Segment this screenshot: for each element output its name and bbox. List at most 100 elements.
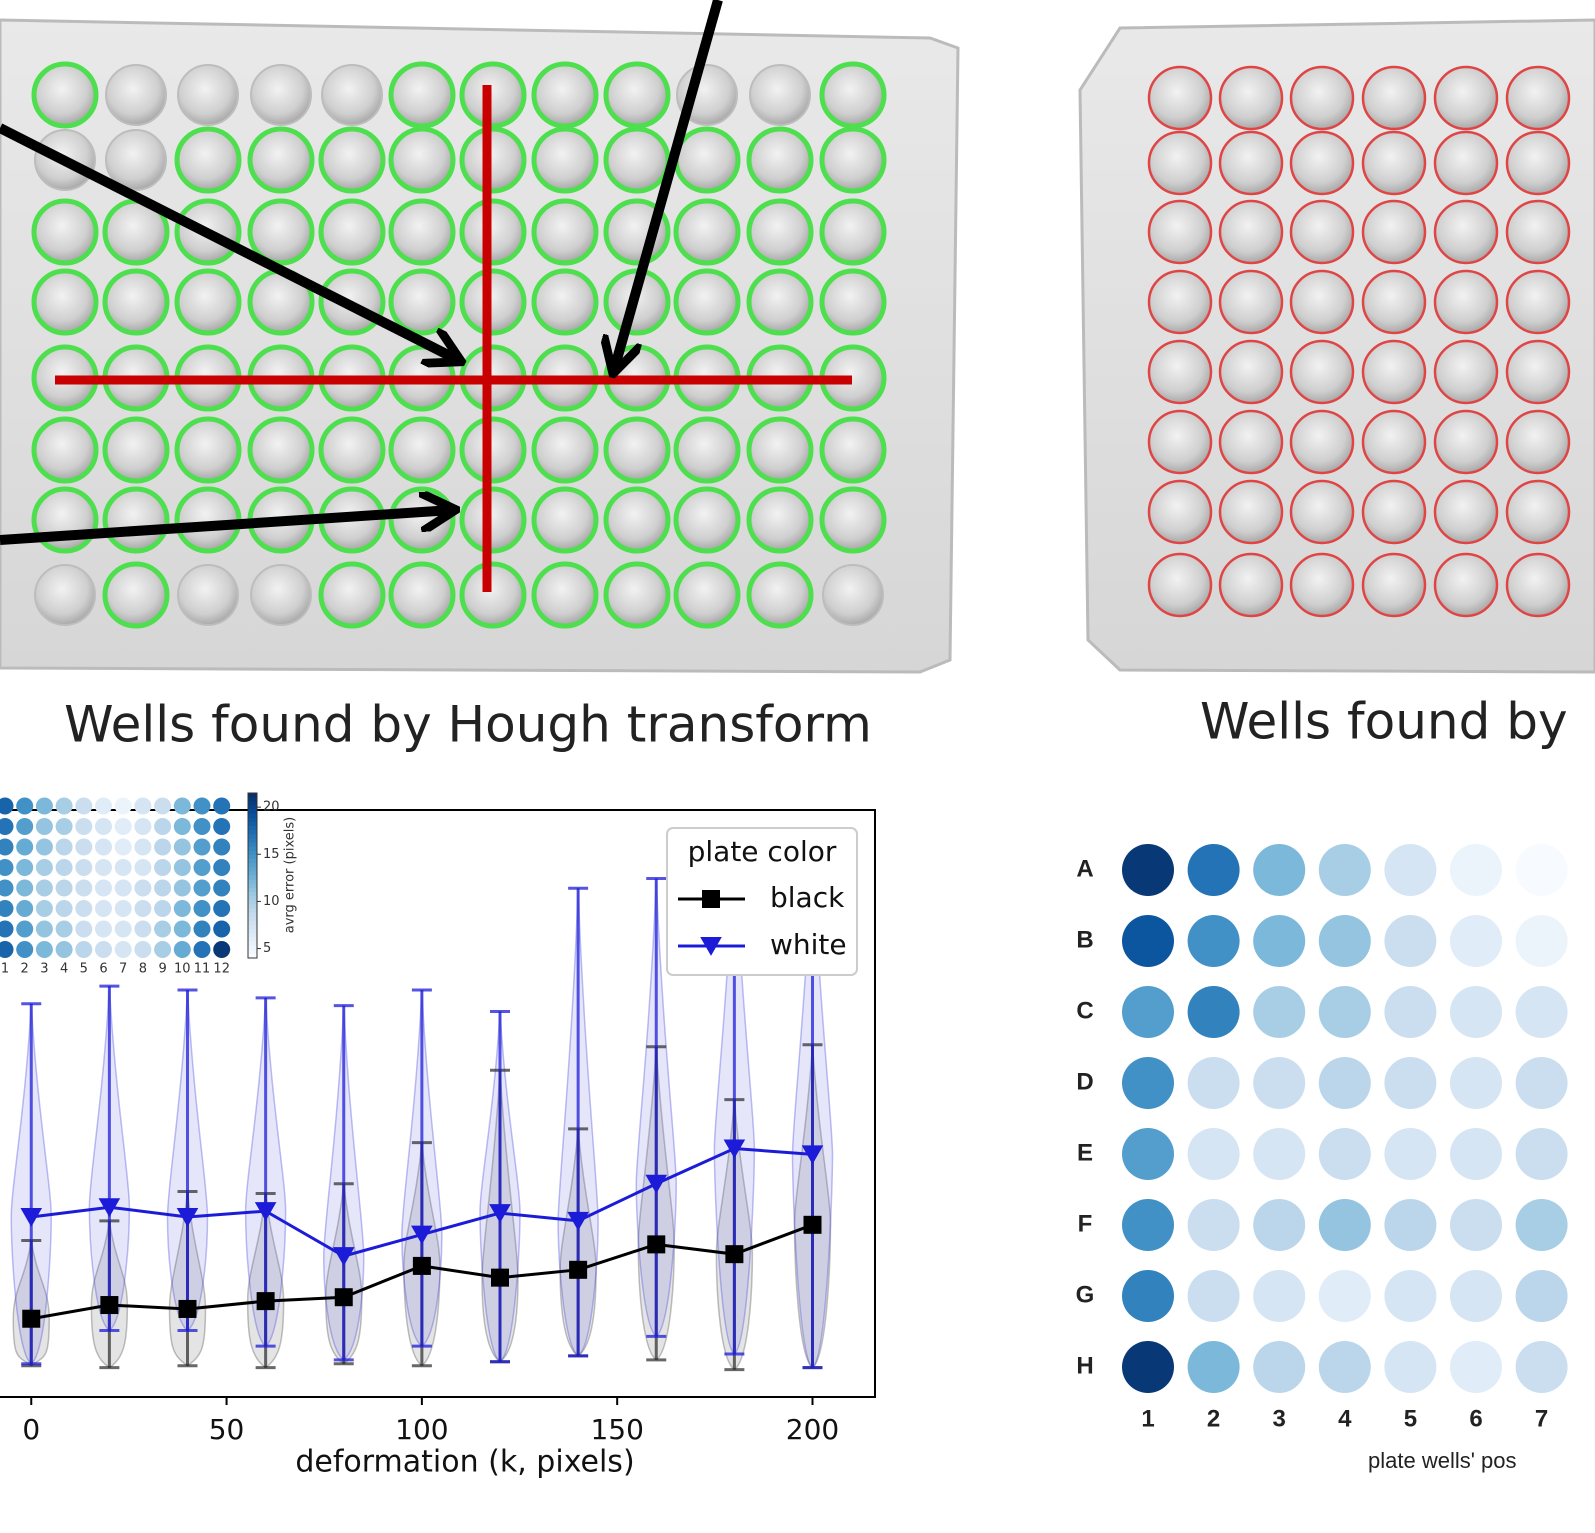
marker <box>801 1145 824 1165</box>
colorbar-segment <box>248 887 257 893</box>
detected-well <box>819 198 887 266</box>
heat-cell <box>1122 915 1174 967</box>
heat-cell <box>114 818 132 835</box>
colorbar-segment <box>248 933 257 938</box>
detected-well <box>459 61 527 129</box>
heat-cell <box>213 818 231 835</box>
detected-well <box>531 416 599 484</box>
detected-well <box>1289 552 1355 618</box>
detected-well <box>1289 199 1355 265</box>
row-label: E <box>1077 1139 1093 1166</box>
heat-cell <box>75 859 93 876</box>
detected-well <box>1147 269 1213 335</box>
heat-cell <box>1122 1128 1174 1180</box>
detected-well <box>1433 130 1499 196</box>
heat-cell <box>1515 1270 1568 1322</box>
column-label: 3 <box>1273 1405 1286 1432</box>
colorbar-segment <box>248 830 257 835</box>
heat-cell <box>16 920 34 938</box>
heat-cell <box>1515 915 1568 967</box>
heat-cell <box>1450 1057 1502 1109</box>
heat-cell <box>154 797 172 815</box>
heat-cell <box>1450 986 1502 1038</box>
detected-well <box>1433 409 1499 475</box>
marker <box>256 1292 275 1311</box>
heat-cell <box>1318 1341 1371 1393</box>
column-label: 8 <box>139 962 147 977</box>
detected-well <box>388 126 456 194</box>
heat-cell <box>55 879 73 897</box>
heat-cell <box>95 818 112 835</box>
colorbar-segment <box>248 850 257 856</box>
hough-photo <box>0 18 960 674</box>
row-label: B <box>1076 926 1093 953</box>
heat-cell <box>1450 1199 1502 1251</box>
marker <box>803 1215 822 1234</box>
heat-cell <box>114 797 132 815</box>
heat-cell <box>173 879 191 897</box>
detected-well <box>819 268 887 336</box>
marker <box>569 1260 588 1279</box>
detected-well <box>603 416 671 484</box>
heat-cell <box>0 941 14 958</box>
well <box>749 64 811 126</box>
colorbar-segment <box>248 838 257 843</box>
detected-well <box>531 486 599 554</box>
colorbar-segment <box>248 925 257 930</box>
heat-cell <box>1122 1199 1174 1251</box>
row-label: H <box>1076 1352 1093 1379</box>
heat-cell <box>114 879 132 897</box>
heat-cell <box>55 859 73 876</box>
heat-cell <box>1384 1270 1437 1322</box>
heat-cell <box>1122 1057 1174 1109</box>
heat-cell <box>35 941 53 958</box>
heat-cell <box>154 920 172 938</box>
detected-well <box>1289 130 1355 196</box>
detected-well <box>459 486 527 554</box>
detected-well <box>1218 199 1284 265</box>
colorbar-segment <box>248 854 257 860</box>
detected-well <box>102 561 170 629</box>
colorbar-segment <box>248 920 257 926</box>
heat-cell <box>154 859 172 876</box>
heat-cell <box>134 859 152 876</box>
arrow <box>0 123 458 360</box>
detected-well <box>746 486 814 554</box>
detected-well <box>1505 479 1571 545</box>
detected-well <box>1505 199 1571 265</box>
heat-cell <box>75 879 93 897</box>
heat-cell <box>1515 844 1568 896</box>
detected-well <box>31 61 99 129</box>
heat-cell <box>1384 1057 1437 1109</box>
heat-cell <box>95 920 112 938</box>
marker <box>491 1268 509 1287</box>
detected-well <box>1361 479 1427 545</box>
detected-well <box>318 561 386 629</box>
heat-cell <box>95 879 112 897</box>
colorbar-segment <box>248 793 257 798</box>
colorbar-segment <box>248 953 257 959</box>
heat-cell <box>1384 844 1437 896</box>
detected-well <box>31 268 99 336</box>
column-label: 1 <box>1141 1405 1154 1432</box>
well <box>105 64 167 126</box>
heat-cell <box>16 818 34 835</box>
column-label: 11 <box>194 962 211 977</box>
arrow <box>0 510 452 545</box>
heat-cell <box>173 920 191 938</box>
heat-cell <box>193 859 211 876</box>
heat-cell <box>55 818 73 835</box>
detected-well <box>388 198 456 266</box>
heat-cell <box>114 900 132 917</box>
column-label: 7 <box>119 962 127 977</box>
heat-cell <box>114 859 132 876</box>
heat-cell <box>1122 1270 1174 1322</box>
heat-cell <box>16 879 34 897</box>
marker <box>489 1204 511 1223</box>
heat-cell <box>134 797 152 815</box>
heat-cell <box>55 920 73 938</box>
detected-well <box>746 416 814 484</box>
heat-cell <box>35 838 53 856</box>
heat-cell <box>1253 1341 1306 1393</box>
